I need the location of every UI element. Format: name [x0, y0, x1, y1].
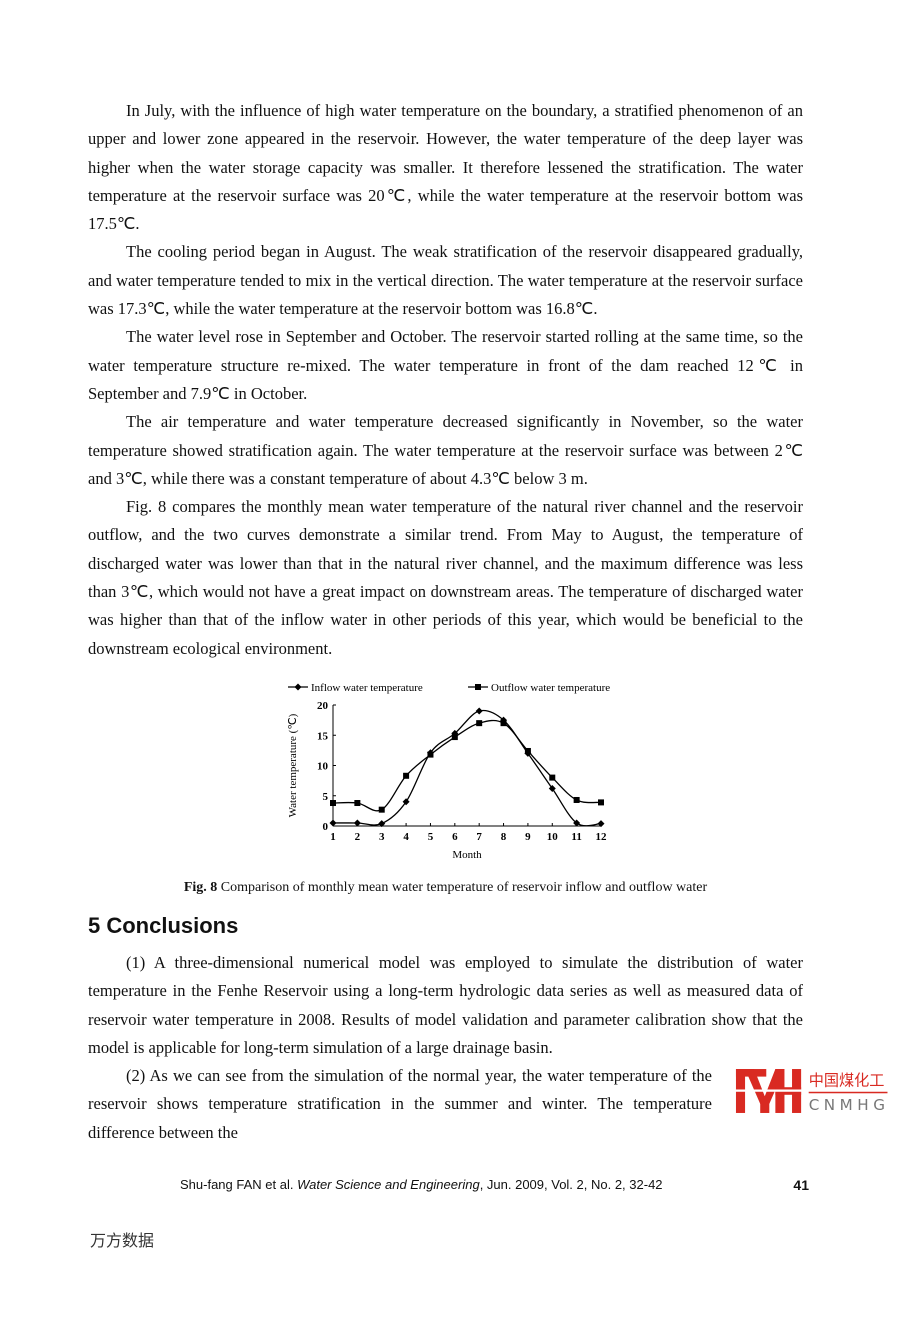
page-footer: Shu-fang FAN et al. Water Science and En…: [180, 1177, 663, 1192]
data-point-1: [476, 720, 483, 727]
paragraph-fig8: Fig. 8 compares the monthly mean water t…: [88, 497, 803, 658]
paragraph-september: The water level rose in September and Oc…: [88, 327, 803, 403]
data-point-0: [597, 820, 605, 828]
y-axis-label: Water temperature (℃): [287, 713, 299, 817]
data-point-1: [403, 772, 410, 779]
figure-caption: Fig. 8 Comparison of monthly mean water …: [88, 879, 803, 897]
x-tick-label: 10: [547, 831, 559, 843]
figure: 1 2 3 4 5 6 7 8 9 10 11 12 0 5 10 15 20 Month Water temper…: [88, 675, 803, 871]
data-point-1: [524, 747, 531, 754]
svg-text:CNMHG: CNMHG: [809, 1096, 890, 1114]
data-point-1: [427, 751, 434, 758]
data-point-0: [378, 820, 386, 828]
data-point-0: [329, 819, 337, 827]
data-point-0: [402, 798, 410, 806]
page-footer-row: Shu-fang FAN et al. Water Science and En…: [88, 1177, 809, 1197]
conclusion-1: (1) A three-dimensional numerical model …: [88, 952, 803, 1057]
data-point-1: [549, 774, 556, 781]
x-tick-label: 12: [596, 831, 608, 843]
paragraph-november: The air temperature and water temperatur…: [88, 412, 803, 488]
data-point-1: [500, 720, 507, 727]
x-tick-label: 8: [501, 831, 507, 843]
x-tick-label: 4: [403, 831, 409, 843]
y-tick-label: 0: [323, 821, 329, 833]
x-tick-label: 1: [330, 831, 336, 843]
caption-label: Fig. 8: [183, 879, 218, 895]
data-point-0: [475, 707, 483, 715]
conclusion-2: (2) As we can see from the simulation of…: [88, 1066, 712, 1142]
paragraph-july: In July, with the influence of high wate…: [88, 101, 803, 234]
series-line-0: [332, 709, 602, 827]
x-tick-label: 5: [428, 831, 434, 843]
x-tick-label: 11: [571, 831, 581, 843]
y-tick-label: 10: [317, 760, 329, 772]
legend-label-0: Inflow water temperature: [311, 682, 423, 694]
footer-details: , Jun. 2009, Vol. 2, No. 2, 32-42: [479, 1177, 663, 1193]
series-line-1: [332, 719, 602, 812]
x-tick-label: 9: [525, 831, 531, 843]
x-tick-label: 3: [379, 831, 385, 843]
data-point-1: [451, 734, 458, 741]
page-number: 41: [793, 1177, 809, 1194]
legend-label-1: Outflow water temperature: [491, 682, 610, 694]
x-tick-label: 7: [476, 831, 482, 843]
data-point-1: [330, 799, 336, 806]
x-tick-label: 6: [452, 831, 458, 843]
data-point-1: [378, 806, 385, 813]
footer-authors: Shu-fang FAN et al.: [180, 1177, 298, 1193]
y-tick-label: 15: [317, 730, 329, 742]
caption-text: Comparison of monthly mean water tempera…: [217, 879, 708, 895]
data-point-0: [573, 819, 581, 827]
watermark-logo: 中国煤化工 CNMHG: [724, 1066, 904, 1116]
footer-journal: Water Science and Engineering: [297, 1177, 480, 1193]
legend-marker-0: [294, 683, 302, 691]
data-point-0: [548, 784, 556, 792]
cnmhg-logo-icon: 中国煤化工 CNMHG: [734, 1069, 890, 1114]
source-watermark: 万方数据: [90, 1231, 155, 1251]
y-tick-label: 20: [317, 700, 329, 712]
data-point-1: [573, 796, 580, 803]
x-axis-label: Month: [452, 849, 482, 861]
data-point-1: [598, 799, 604, 806]
y-tick-label: 5: [323, 791, 329, 803]
paragraph-august: The cooling period began in August. The …: [88, 242, 803, 319]
x-tick-label: 2: [355, 831, 361, 843]
section-heading: 5 Conclusions: [88, 912, 239, 938]
data-point-1: [354, 799, 361, 806]
data-point-0: [353, 819, 361, 827]
svg-text:中国煤化工: 中国煤化工: [809, 1072, 885, 1090]
legend-marker-1: [475, 683, 481, 690]
